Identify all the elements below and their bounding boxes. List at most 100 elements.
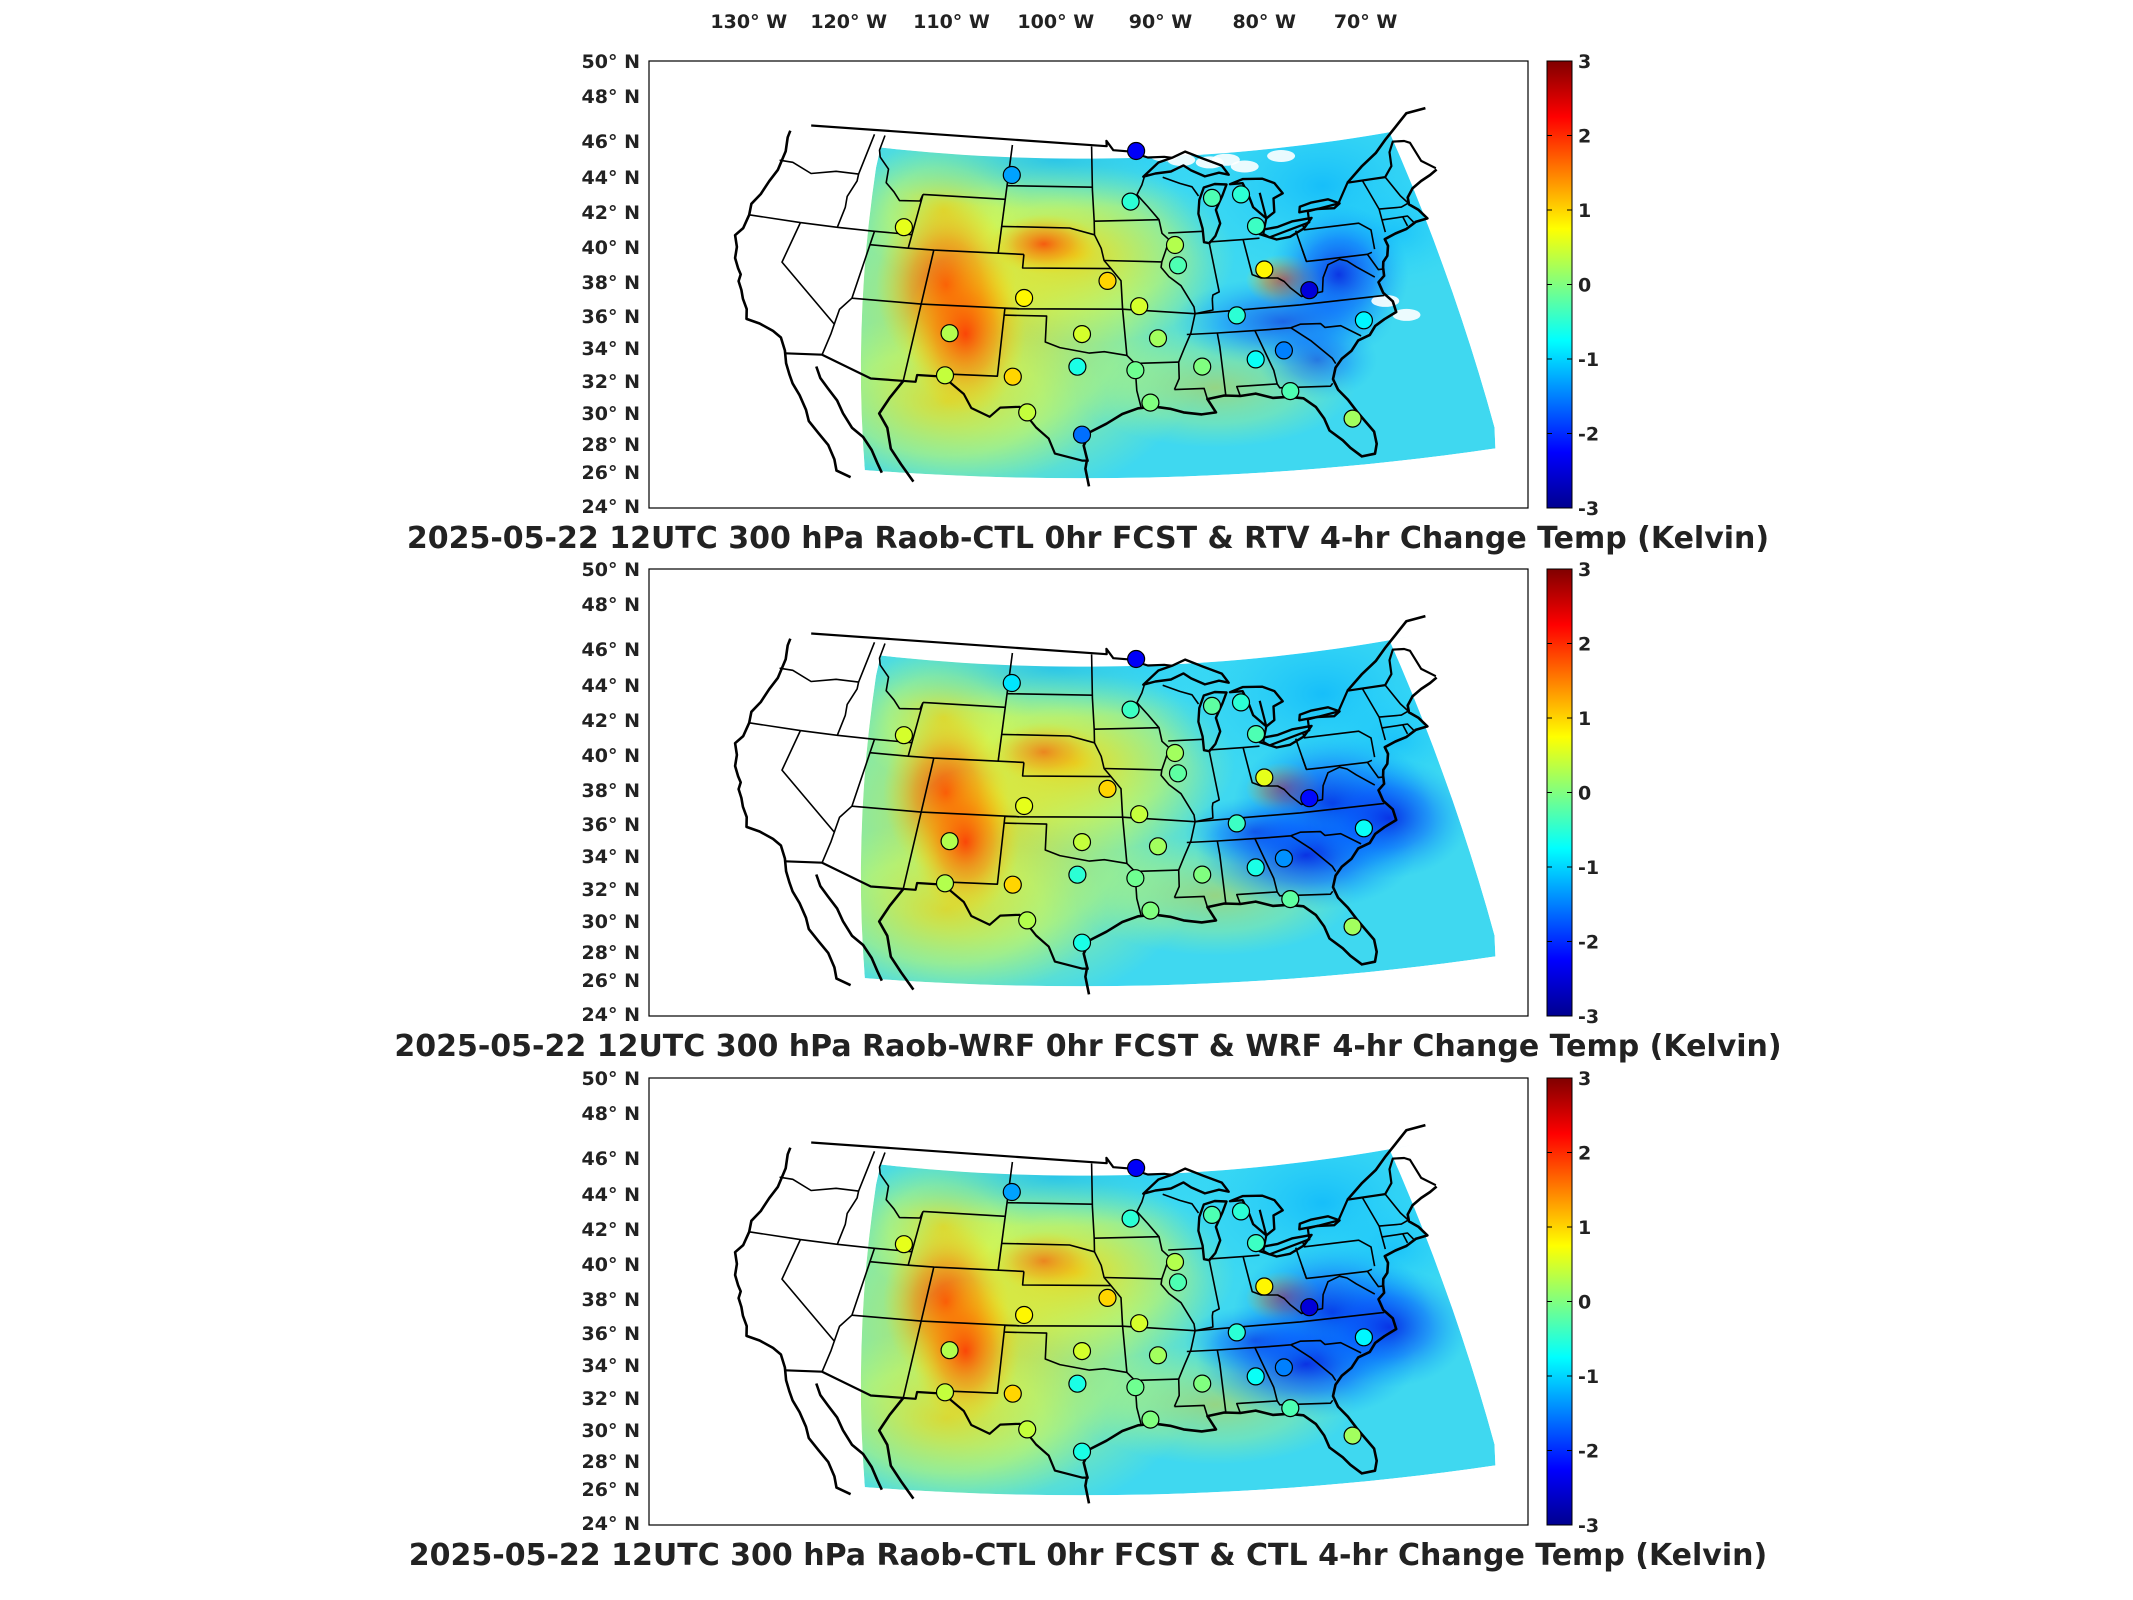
coastline xyxy=(877,1397,915,1500)
coastline xyxy=(815,366,883,474)
raob-stations xyxy=(894,649,1374,952)
latitude-label: 48° N xyxy=(582,594,640,616)
state-border xyxy=(869,751,909,757)
state-border xyxy=(1134,869,1179,873)
station-marker xyxy=(1148,329,1168,348)
lake-outline xyxy=(1258,216,1313,241)
station-marker xyxy=(1126,649,1146,669)
longitude-label: 110° W xyxy=(913,11,990,33)
latitude-label: 38° N xyxy=(582,272,640,294)
coastline xyxy=(1346,614,1426,692)
colorbar-tick-label: 2 xyxy=(1578,1143,1591,1165)
colorbar-tick-label: -1 xyxy=(1578,857,1599,879)
latitude-label: 46° N xyxy=(582,1148,640,1170)
latitude-label: 24° N xyxy=(582,1513,640,1535)
map-panel: 50° N 48° N 46° N 44° N 42° N 40° N 38° N 36° N… xyxy=(394,559,1781,1064)
state-border xyxy=(833,231,876,325)
raob-stations xyxy=(894,1158,1374,1461)
state-border xyxy=(1104,1276,1162,1280)
station-marker xyxy=(1003,875,1022,894)
state-border xyxy=(878,1152,924,1219)
colorbar-tick-label: -1 xyxy=(1578,1366,1599,1388)
state-border xyxy=(836,134,876,228)
station-marker xyxy=(1130,297,1149,316)
longitude-label: 130° W xyxy=(710,11,787,33)
state-border xyxy=(1174,895,1209,908)
latitude-label: 34° N xyxy=(582,846,640,868)
latitude-label: 36° N xyxy=(582,306,640,328)
colorbar-tick-label: -2 xyxy=(1578,932,1599,954)
state-border xyxy=(997,1161,1014,1271)
state-border xyxy=(1216,1349,1227,1413)
state-border xyxy=(1004,314,1128,357)
station-marker xyxy=(894,1235,914,1254)
lake-outline xyxy=(1197,690,1228,753)
station-marker xyxy=(1168,764,1188,783)
station-marker xyxy=(1227,1323,1246,1342)
axes-frame xyxy=(648,1077,1529,1526)
state-border xyxy=(1136,684,1196,898)
country-border xyxy=(785,352,1089,462)
state-border xyxy=(1301,249,1308,262)
station-marker xyxy=(1003,367,1022,386)
lake-outline xyxy=(1142,1167,1230,1195)
state-border xyxy=(779,667,859,683)
station-marker xyxy=(1202,696,1222,716)
colorbar-tick-label: 1 xyxy=(1578,200,1591,222)
latitude-label: 36° N xyxy=(582,814,640,836)
station-marker xyxy=(1202,1205,1222,1225)
state-border xyxy=(1276,890,1334,897)
state-border xyxy=(1004,822,1128,865)
coastline xyxy=(1346,1123,1426,1201)
state-border xyxy=(1094,726,1160,730)
station-marker xyxy=(1246,724,1266,744)
station-marker xyxy=(1126,1158,1146,1178)
station-marker xyxy=(1068,357,1087,376)
map-panels: 50° N 48° N 46° N 44° N 42° N 40° N 38° N 36° N… xyxy=(394,51,1781,1573)
field-anomaly xyxy=(988,722,1099,782)
coastline xyxy=(815,874,883,982)
latitude-label: 44° N xyxy=(582,675,640,697)
state-border xyxy=(1276,1399,1334,1406)
station-marker xyxy=(935,1383,955,1402)
latitude-label: 42° N xyxy=(582,202,640,224)
state-border xyxy=(902,249,935,382)
state-border xyxy=(922,701,1006,709)
state-border xyxy=(1186,830,1362,845)
state-border xyxy=(1006,1201,1093,1205)
state-border xyxy=(1004,1331,1128,1374)
state-border xyxy=(907,1211,1024,1273)
state-border xyxy=(1384,1193,1409,1221)
country-border xyxy=(1258,1156,1437,1256)
station-marker xyxy=(1300,1298,1319,1317)
state-border xyxy=(942,1324,1019,1394)
station-marker xyxy=(940,832,959,851)
state-border xyxy=(1379,710,1409,718)
country-border xyxy=(811,124,1173,159)
station-marker xyxy=(1002,165,1021,185)
raob-stations xyxy=(894,141,1374,444)
state-border xyxy=(779,1176,859,1192)
latitude-label: 24° N xyxy=(582,1004,640,1026)
station-marker xyxy=(935,874,955,893)
state-border xyxy=(1001,1242,1095,1253)
latitude-label: 24° N xyxy=(582,496,640,518)
state-border xyxy=(902,1266,935,1399)
colorbar-tick-label: -3 xyxy=(1578,1515,1599,1537)
longitude-label: 70° W xyxy=(1334,11,1398,33)
lake-outline xyxy=(1258,1233,1313,1258)
station-marker xyxy=(1126,141,1146,161)
state-border xyxy=(1021,254,1112,270)
state-border xyxy=(1136,176,1196,390)
state-border xyxy=(836,1151,876,1245)
state-border xyxy=(869,243,909,249)
station-marker xyxy=(1072,1341,1092,1361)
state-border xyxy=(1402,215,1415,223)
longitude-label: 120° W xyxy=(810,11,887,33)
station-marker xyxy=(1014,796,1034,816)
station-marker xyxy=(1098,779,1117,799)
station-marker xyxy=(1246,1367,1265,1386)
station-marker xyxy=(1246,217,1266,236)
field-anomaly xyxy=(1309,1267,1470,1388)
state-border xyxy=(1402,723,1415,731)
